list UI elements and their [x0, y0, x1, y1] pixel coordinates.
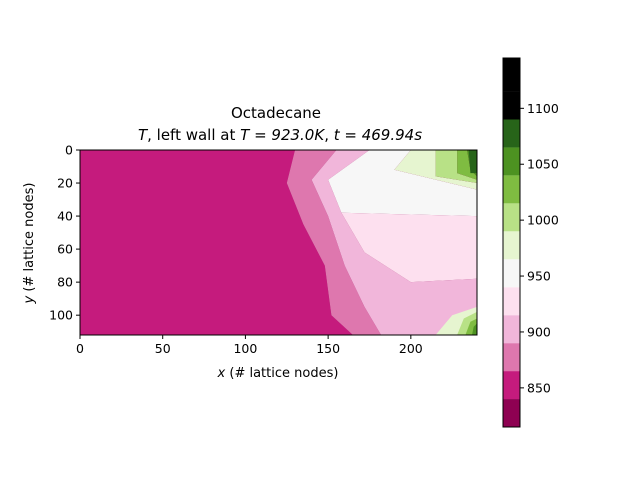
colorbar-axis: 850 900 950 1000 1050 1100: [520, 101, 559, 395]
colorbar-tick-label: 1000: [527, 213, 559, 228]
chart-subtitle: T, left wall at T = 923.0K, t = 469.94s: [138, 126, 422, 144]
contour-region-0: [80, 150, 353, 335]
x-axis-label: x (# lattice nodes): [217, 366, 339, 381]
contour-region-9: [468, 150, 477, 174]
colorbar-segment-7: [503, 203, 520, 232]
y-tick-label: 80: [57, 275, 73, 290]
colorbar-segment-1: [503, 371, 520, 400]
colorbar-frame: [502, 57, 521, 428]
x-tick-label: 50: [155, 341, 171, 356]
colorbar-tick-label: 1050: [527, 157, 559, 172]
y-axis-label: y (# lattice nodes): [22, 183, 37, 305]
colorbar-segment-8: [503, 175, 520, 204]
colorbar-segment-6: [503, 231, 520, 260]
contour-region-4: [328, 150, 477, 217]
y-tick-label: 100: [49, 308, 73, 323]
colorbar-segment-9: [503, 147, 520, 176]
x-tick-label: 150: [316, 341, 340, 356]
colorbar-segment-4: [503, 287, 520, 316]
colorbar-segment-10: [503, 119, 520, 148]
chart-title: Octadecane: [231, 104, 321, 122]
subtitle-mid: , left wall at: [147, 126, 240, 144]
colorbar: [503, 58, 520, 427]
x-tick-label: 200: [399, 341, 423, 356]
contour-region-13: [472, 323, 477, 335]
x-tick-label: 100: [233, 341, 257, 356]
subtitle-time: t = 469.94s: [334, 126, 422, 144]
y-tick-label: 40: [57, 209, 73, 224]
contour-region-5: [394, 150, 477, 190]
colorbar-segment-3: [503, 315, 520, 344]
plot-frame: [79, 149, 478, 336]
contour-region-6: [435, 150, 477, 183]
y-tick-label: 0: [65, 143, 73, 158]
subtitle-sep: ,: [324, 126, 334, 144]
colorbar-segment-11: [503, 91, 520, 120]
colorbar-tick-label: 850: [527, 380, 551, 395]
colorbar-segment-2: [503, 343, 520, 372]
subtitle-var: T: [138, 126, 149, 144]
subtitle-temperature: T = 923.0K: [240, 126, 325, 144]
y-axis: 0 20 40 60 80 100: [49, 143, 80, 323]
y-tick-label: 60: [57, 242, 73, 257]
contour-region-2: [311, 150, 477, 335]
x-axis: 0 50 100 150 200: [76, 335, 423, 356]
colorbar-tick-label: 900: [527, 324, 551, 339]
contour-region-3: [341, 212, 477, 283]
contour-region-1: [286, 150, 382, 335]
colorbar-segment-5: [503, 259, 520, 288]
colorbar-tick-label: 950: [527, 269, 551, 284]
y-tick-label: 20: [57, 176, 73, 191]
colorbar-segment-0: [503, 399, 520, 427]
plot-area: [80, 150, 477, 335]
x-tick-label: 0: [76, 341, 84, 356]
colorbar-tick-label: 1100: [527, 101, 559, 116]
colorbar-segment-12: [503, 58, 520, 92]
